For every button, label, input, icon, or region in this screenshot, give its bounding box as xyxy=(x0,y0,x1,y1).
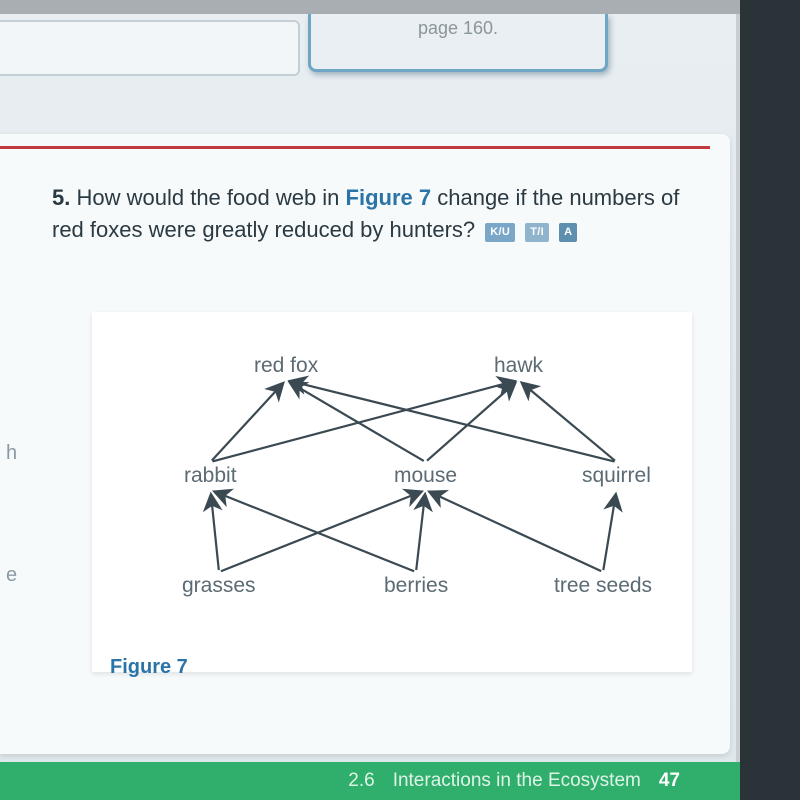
edge-mouse-to-hawk xyxy=(427,384,514,461)
tag-a: A xyxy=(559,223,577,242)
footer-section-title: Interactions in the Ecosystem xyxy=(393,770,641,792)
page-area: page 160. 5. How would the food web in F… xyxy=(0,14,736,800)
content-card: 5. How would the food web in Figure 7 ch… xyxy=(0,134,730,754)
question-number: 5. xyxy=(52,185,70,210)
edge-berries-to-rabbit xyxy=(216,492,414,571)
edge-treeseeds-to-squirrel xyxy=(603,496,615,570)
margin-letter-e: e xyxy=(6,564,17,587)
figure-caption: Figure 7 xyxy=(110,656,188,679)
tag-ti: T/I xyxy=(525,223,549,242)
edge-grasses-to-mouse xyxy=(221,492,420,571)
edge-rabbit-to-redfox xyxy=(212,384,282,460)
question-text: 5. How would the food web in Figure 7 ch… xyxy=(52,182,690,246)
footer-section-no: 2.6 xyxy=(348,770,374,792)
right-dark-strip xyxy=(740,0,800,800)
footer-bar: 2.6 Interactions in the Ecosystem 47 xyxy=(0,762,740,800)
figure-reference: Figure 7 xyxy=(346,185,432,210)
ghost-text: page 160. xyxy=(418,18,498,38)
node-hawk: hawk xyxy=(494,354,543,378)
partial-box-left xyxy=(0,20,300,76)
food-web-diagram: red fox hawk rabbit mouse squirrel grasses ber… xyxy=(92,312,692,672)
node-treeseeds: tree seeds xyxy=(554,574,652,598)
footer-page-number: 47 xyxy=(659,770,680,792)
partial-box-right: page 160. xyxy=(308,14,608,72)
edge-squirrel-to-redfox xyxy=(292,381,615,461)
edge-treeseeds-to-mouse xyxy=(431,493,601,572)
node-redfox: red fox xyxy=(254,354,318,378)
node-mouse: mouse xyxy=(394,464,457,488)
window-top-bar xyxy=(0,0,800,14)
margin-letter-h: h xyxy=(6,442,17,465)
question-pre: How would the food web in xyxy=(76,185,345,210)
node-grasses: grasses xyxy=(182,574,256,598)
node-rabbit: rabbit xyxy=(184,464,237,488)
node-squirrel: squirrel xyxy=(582,464,651,488)
edge-rabbit-to-hawk xyxy=(212,382,512,462)
node-berries: berries xyxy=(384,574,448,598)
tag-ku: K/U xyxy=(485,223,515,242)
edge-grasses-to-rabbit xyxy=(211,496,219,570)
red-rule xyxy=(0,146,710,149)
edge-berries-to-mouse xyxy=(416,496,425,570)
